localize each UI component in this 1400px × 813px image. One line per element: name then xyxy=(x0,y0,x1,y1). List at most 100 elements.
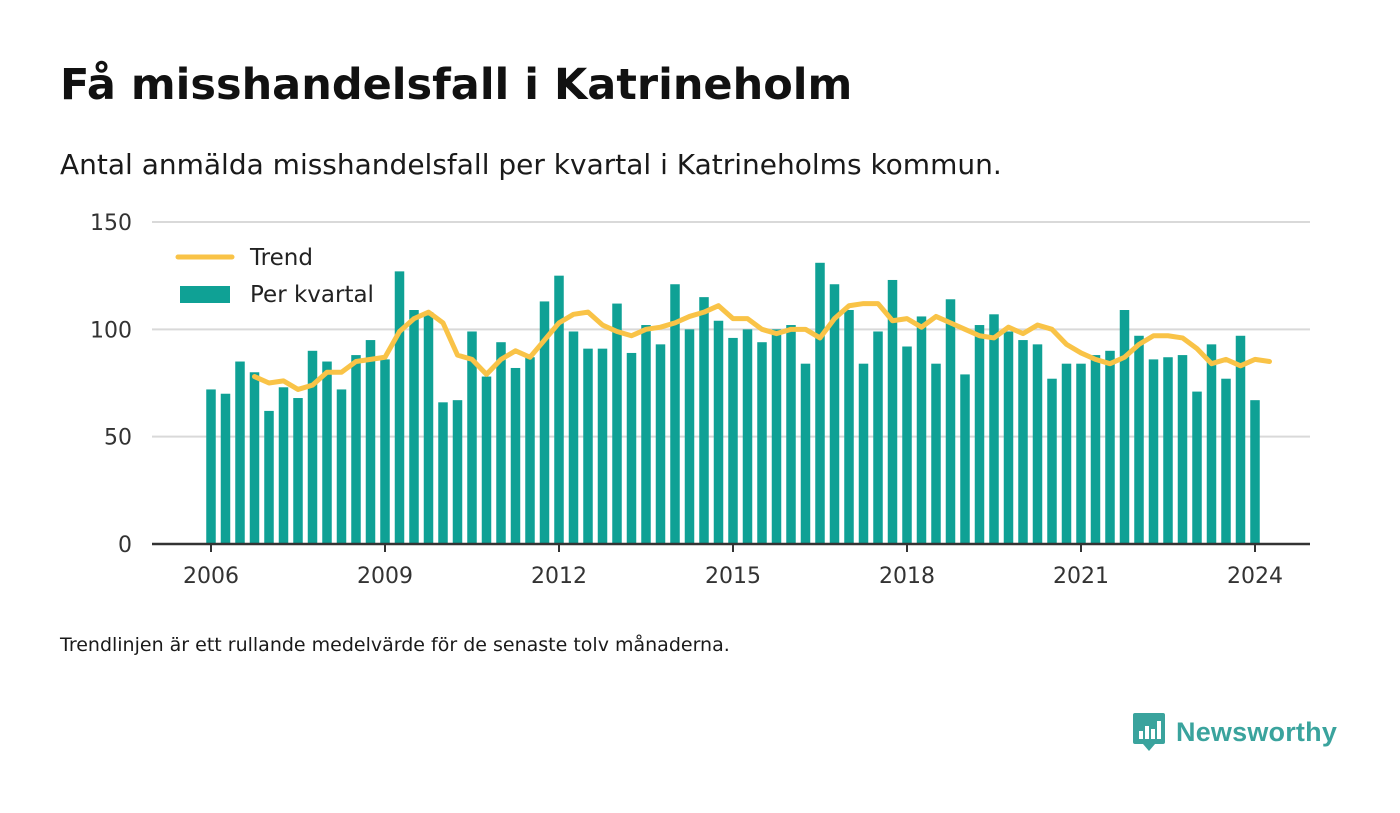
bar xyxy=(583,348,593,544)
y-tick-label: 100 xyxy=(90,318,132,343)
y-tick-label: 150 xyxy=(90,211,132,236)
bar xyxy=(293,398,303,544)
bar xyxy=(220,393,231,544)
bar xyxy=(1148,359,1159,544)
bar xyxy=(1047,378,1057,544)
bar xyxy=(423,312,434,544)
bar xyxy=(1192,391,1202,544)
bar xyxy=(1003,331,1014,544)
bar xyxy=(800,363,811,544)
bar xyxy=(655,344,666,544)
bar xyxy=(960,374,970,544)
bar xyxy=(365,340,376,544)
bar xyxy=(974,325,985,544)
trend-line-layer xyxy=(252,301,1272,392)
x-tick-label: 2006 xyxy=(183,564,239,589)
bar xyxy=(771,329,782,544)
bar xyxy=(728,337,738,544)
x-tick-label: 2018 xyxy=(879,564,935,589)
bar xyxy=(1105,350,1115,544)
bar xyxy=(539,301,550,544)
bar xyxy=(945,299,956,544)
bar xyxy=(916,316,927,544)
bar xyxy=(829,284,840,544)
bar xyxy=(931,363,941,544)
bar xyxy=(887,279,898,544)
chart-footnote: Trendlinjen är ett rullande medelvärde f… xyxy=(60,634,730,656)
bar xyxy=(873,331,883,544)
bar xyxy=(844,310,854,544)
newsworthy-brand: Newsworthy xyxy=(1132,711,1337,753)
bar xyxy=(351,355,361,544)
bar xyxy=(742,329,753,544)
bar xyxy=(597,348,608,544)
bar xyxy=(249,372,260,544)
trend-line xyxy=(252,301,1272,392)
chart-title: Få misshandelsfall i Katrineholm xyxy=(60,60,853,110)
bar xyxy=(525,357,535,544)
bars-per-kvartal xyxy=(206,262,1260,544)
axes: 0 50 100 150 2006 2009 2012 2015 2018 2021 2024 xyxy=(90,211,1310,589)
legend-trend-label: Trend xyxy=(249,245,313,271)
x-tick-label: 2009 xyxy=(357,564,413,589)
bar xyxy=(1206,344,1217,544)
bar xyxy=(1221,378,1231,544)
bar xyxy=(684,329,695,544)
bar xyxy=(1119,310,1130,544)
bar xyxy=(380,359,390,544)
bar xyxy=(989,314,999,544)
bar xyxy=(322,361,332,544)
bar xyxy=(699,297,709,544)
x-tick-label: 2012 xyxy=(531,564,587,589)
bar xyxy=(1134,335,1144,544)
bar xyxy=(568,331,579,544)
bar-line-chart: 0 50 100 150 2006 2009 2012 2015 2018 2021 2024 Tr… xyxy=(90,211,1310,589)
bar xyxy=(670,284,680,544)
bar xyxy=(264,410,274,544)
bar xyxy=(206,389,216,544)
bar xyxy=(713,320,724,544)
bar xyxy=(815,262,825,544)
bar xyxy=(278,387,289,544)
brand-name: Newsworthy xyxy=(1176,716,1338,747)
bar xyxy=(496,342,506,544)
y-tick-label: 50 xyxy=(104,426,132,451)
bar xyxy=(1061,363,1072,544)
bar xyxy=(409,310,419,544)
x-tick-label: 2015 xyxy=(705,564,761,589)
bar xyxy=(510,367,521,544)
bar xyxy=(1177,355,1188,544)
bar xyxy=(641,325,651,544)
legend: Trend Per kvartal xyxy=(175,245,374,308)
bar xyxy=(336,389,347,544)
bar xyxy=(858,363,869,544)
bar xyxy=(235,361,245,544)
bar xyxy=(1250,400,1260,544)
bar xyxy=(757,342,767,544)
bar xyxy=(1018,340,1028,544)
newsworthy-logo-icon xyxy=(1133,713,1165,751)
chart-subtitle: Antal anmälda misshandelsfall per kvarta… xyxy=(60,148,1002,181)
bar xyxy=(307,350,318,544)
bar xyxy=(467,331,477,544)
bar xyxy=(902,346,912,544)
bar xyxy=(481,376,492,544)
bar xyxy=(786,325,796,544)
y-tick-label: 0 xyxy=(118,533,132,558)
x-tick-label: 2021 xyxy=(1053,564,1109,589)
legend-bar-label: Per kvartal xyxy=(250,282,374,308)
x-tick-label: 2024 xyxy=(1227,564,1283,589)
bar xyxy=(1235,335,1246,544)
bar xyxy=(554,275,564,544)
bar xyxy=(1163,357,1173,544)
legend-bar-swatch xyxy=(180,286,230,303)
bar xyxy=(438,402,448,544)
bar xyxy=(612,303,622,544)
bar xyxy=(394,271,405,544)
bar xyxy=(1032,344,1043,544)
bar xyxy=(626,352,637,544)
bar xyxy=(1076,363,1086,544)
bar xyxy=(452,400,463,544)
bar xyxy=(1090,355,1101,544)
